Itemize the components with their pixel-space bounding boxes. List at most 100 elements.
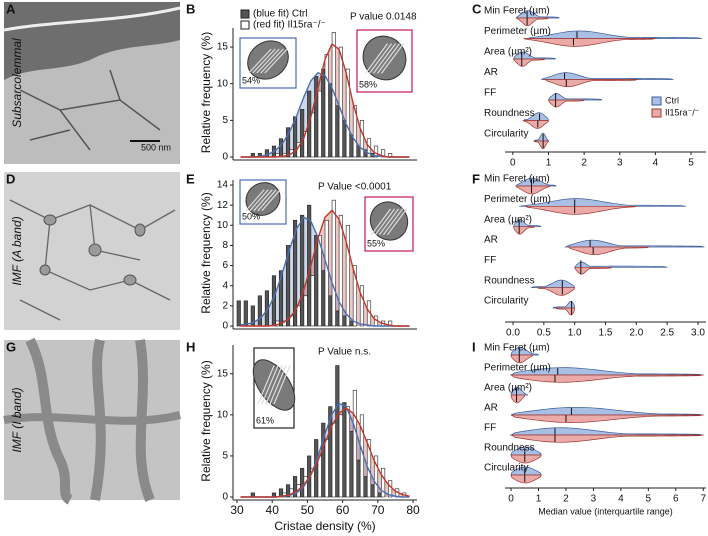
bar	[349, 320, 354, 327]
y-tick-label: 8	[222, 240, 228, 251]
bar	[335, 105, 340, 158]
half-violin	[510, 466, 542, 476]
bar	[342, 402, 347, 498]
bar	[293, 116, 298, 158]
bar	[285, 245, 291, 327]
category-label: AR	[484, 235, 498, 246]
panel-letter: D	[6, 171, 15, 186]
bar	[324, 219, 329, 327]
category-label: FF	[484, 423, 496, 434]
bar	[335, 310, 340, 327]
y-tick-label: 15	[217, 368, 229, 379]
inset-crista	[373, 43, 396, 74]
bar	[356, 459, 361, 498]
x-tick-label: 0.0	[506, 328, 520, 339]
fit-line	[240, 209, 410, 327]
category-label: Circularity	[484, 129, 528, 140]
fit-line	[240, 216, 410, 327]
category-label: Perimeter (µm)	[484, 26, 551, 37]
y-tick-label: 15	[217, 42, 229, 53]
bar	[310, 467, 315, 498]
category-label: Perimeter (µm)	[484, 194, 551, 205]
half-violin	[523, 38, 656, 47]
legend-label: (red fit) Il15ra⁻/⁻	[253, 20, 326, 31]
x-tick-label: 30	[230, 503, 244, 517]
inset-crista	[260, 48, 284, 74]
legend-swatch	[651, 96, 662, 106]
panel-letter: G	[6, 339, 16, 354]
half-violin	[513, 219, 542, 228]
inset-crista	[386, 208, 408, 236]
half-violin	[510, 446, 542, 456]
bar	[317, 235, 322, 327]
legend-label: (blue fit) Ctrl	[253, 9, 307, 20]
category-label: Roundness	[484, 275, 535, 286]
bar	[352, 389, 357, 498]
panel-letter: F	[472, 171, 480, 186]
panel-letter: I	[472, 339, 476, 354]
category-label: AR	[484, 403, 498, 414]
category-label: Roundness	[484, 108, 535, 119]
x-tick-label: 2	[563, 494, 569, 505]
half-violin	[509, 367, 704, 376]
bar	[303, 295, 308, 327]
half-violin	[509, 374, 704, 383]
half-violin	[533, 140, 550, 150]
inset-crista	[273, 365, 291, 405]
x-tick-label: 1.5	[599, 328, 613, 339]
bar	[338, 214, 343, 327]
panel-letter: H	[186, 339, 195, 354]
y-tick-label: 0	[222, 321, 228, 332]
inset-label: 61%	[256, 415, 274, 425]
half-violin	[522, 120, 550, 129]
micrograph-d	[4, 172, 180, 330]
half-violin	[513, 226, 536, 235]
inset-crista	[253, 189, 273, 212]
half-violin	[510, 474, 542, 484]
half-violin	[510, 454, 542, 464]
category-label: Circularity	[484, 296, 528, 307]
bar	[381, 467, 386, 498]
category-label: Min Feret (µm)	[484, 343, 550, 354]
legend-label: Ctrl	[665, 95, 679, 105]
x-axis-label: Median value (interquartile range)	[538, 506, 673, 516]
half-violin	[555, 307, 576, 316]
half-violin	[510, 386, 529, 396]
bar	[328, 295, 333, 327]
inset-crista	[249, 189, 269, 212]
y-tick-label: 12	[217, 200, 229, 211]
bar	[338, 414, 343, 498]
y-tick-label: 14	[217, 180, 229, 191]
category-label: Min Feret (µm)	[484, 6, 550, 17]
half-violin	[543, 79, 638, 88]
bar	[243, 300, 248, 327]
half-violin	[527, 30, 703, 39]
x-tick-label: 7	[700, 494, 706, 505]
category-label: Perimeter (µm)	[484, 363, 551, 374]
inset-crista	[264, 48, 288, 74]
x-tick-label: 0.5	[537, 328, 551, 339]
bar	[324, 439, 329, 498]
half-violin	[510, 394, 526, 404]
x-tick-label: 50	[301, 503, 315, 517]
inset-crista	[369, 43, 392, 74]
bar	[285, 127, 291, 158]
bar	[324, 54, 329, 158]
bar	[278, 138, 284, 158]
half-violin	[515, 17, 549, 27]
inset-label: 50%	[242, 211, 260, 221]
inset-crista	[382, 208, 404, 236]
category-label: Roundness	[484, 443, 535, 454]
bar	[370, 484, 375, 498]
x-tick-label: 3	[617, 158, 623, 169]
panel-letter: A	[6, 1, 16, 16]
bar	[310, 275, 315, 327]
inset-label: 58%	[359, 79, 377, 89]
y-axis-label: Relative frequency (%)	[199, 360, 213, 481]
bar	[373, 145, 379, 158]
panel-letter: B	[186, 1, 195, 16]
half-violin	[533, 132, 550, 142]
y-axis-label: Relative frequency (%)	[199, 192, 213, 313]
bar	[317, 90, 322, 158]
bar	[377, 492, 382, 498]
